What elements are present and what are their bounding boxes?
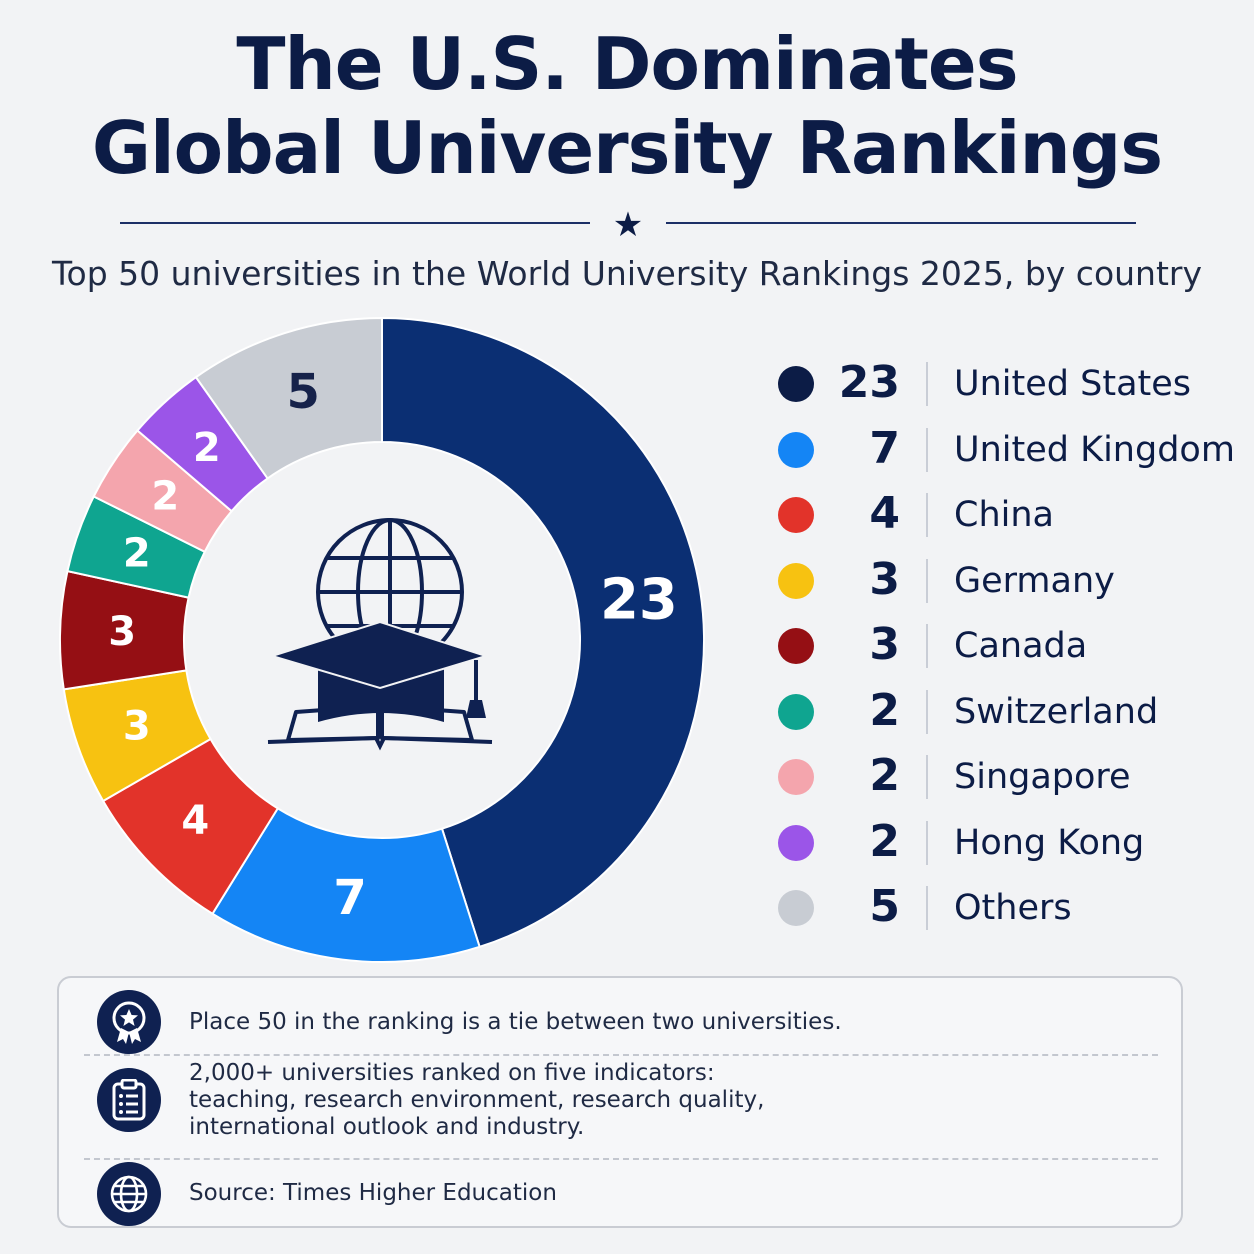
chart-title: The U.S. Dominates Global University Ran… [0, 22, 1254, 190]
legend-value: 23 [838, 357, 900, 408]
legend-separator [926, 558, 928, 603]
legend-label: Germany [954, 560, 1115, 601]
donut-data-label: 2 [193, 425, 221, 471]
legend-label: United Kingdom [954, 429, 1235, 470]
clipboard-list-icon [97, 1068, 161, 1132]
legend-swatch [778, 628, 814, 664]
chart-subtitle: Top 50 universities in the World Univers… [51, 254, 1203, 293]
note-line: Source: Times Higher Education [189, 1180, 557, 1206]
legend-value: 2 [869, 815, 900, 867]
donut-data-label: 2 [151, 473, 179, 519]
graduation-cap-book-globe-icon [267, 518, 493, 751]
donut-data-label: 7 [333, 870, 366, 926]
legend-label: Canada [954, 626, 1088, 666]
donut-slice [381, 316, 705, 949]
donut-data-label: 23 [600, 568, 678, 633]
notes-panel: Place 50 in the ranking is a tie between… [57, 976, 1183, 1228]
legend-swatch [778, 431, 814, 468]
note-separator [84, 1158, 1158, 1160]
legend-value: 4 [869, 488, 900, 539]
legend-label: Hong Kong [954, 822, 1145, 863]
note-separator [84, 1054, 1158, 1056]
legend-item: 2 Hong Kong [770, 809, 1240, 875]
donut-data-label: 2 [123, 531, 151, 577]
note-line: Place 50 in the ranking is a tie between… [189, 1009, 842, 1035]
donut-data-label: 3 [123, 703, 151, 749]
legend-item: 2 Singapore [770, 743, 1240, 809]
note-text: Source: Times Higher Education [189, 1180, 557, 1207]
note-text: Place 50 in the ranking is a tie between… [189, 1009, 842, 1036]
legend-swatch [778, 890, 814, 926]
legend-value: 2 [869, 750, 900, 801]
legend-item: 23 United States [770, 350, 1240, 416]
legend-swatch [778, 693, 814, 730]
legend-item: 4 China [770, 481, 1240, 547]
legend-swatch [778, 562, 814, 599]
legend-swatch [778, 759, 814, 795]
legend-label: Others [954, 888, 1072, 928]
title-divider-right [666, 222, 1136, 224]
note-line: international outlook and industry. [189, 1114, 585, 1140]
legend-item: 2 Switzerland [770, 678, 1240, 744]
legend-separator [926, 362, 928, 406]
legend-value: 7 [869, 422, 900, 474]
note-line: 2,000+ universities ranked on five indic… [189, 1060, 715, 1086]
legend-value: 5 [869, 881, 900, 932]
chart-title-line-2: Global University Rankings [91, 106, 1163, 190]
legend-separator [926, 493, 928, 537]
note-line: teaching, research environment, research… [189, 1087, 765, 1113]
legend-separator [926, 689, 928, 734]
legend-value: 3 [869, 553, 900, 605]
donut-data-label: 3 [108, 609, 136, 655]
legend-label: China [954, 495, 1054, 535]
donut-slice [194, 316, 383, 480]
legend-separator [926, 886, 928, 930]
title-divider-left [120, 222, 590, 224]
legend-item: 3 Germany [770, 547, 1240, 613]
legend-value: 3 [869, 619, 900, 670]
legend-item: 7 United Kingdom [770, 416, 1240, 482]
chart-legend: 23 United States 7 United Kingdom 4 China 3 Ger… [770, 350, 1240, 940]
legend-item: 5 Others [770, 874, 1240, 940]
legend-swatch [778, 824, 814, 861]
legend-label: Singapore [954, 757, 1131, 797]
legend-separator [926, 427, 928, 472]
chart-title-line-1: The U.S. Dominates [236, 22, 1018, 106]
legend-separator [926, 624, 928, 668]
award-medal-icon [97, 990, 161, 1054]
star-icon: ★ [612, 205, 644, 245]
legend-separator [926, 755, 928, 799]
legend-label: United States [954, 364, 1192, 404]
globe-icon [97, 1162, 161, 1226]
legend-label: Switzerland [954, 691, 1159, 732]
legend-item: 3 Canada [770, 612, 1240, 678]
donut-data-label: 4 [181, 798, 209, 844]
note-text: 2,000+ universities ranked on five indic… [189, 1060, 764, 1141]
legend-separator [926, 820, 928, 865]
donut-data-label: 5 [286, 364, 319, 420]
legend-value: 2 [869, 684, 900, 736]
legend-swatch [778, 497, 814, 533]
legend-swatch [778, 366, 814, 402]
